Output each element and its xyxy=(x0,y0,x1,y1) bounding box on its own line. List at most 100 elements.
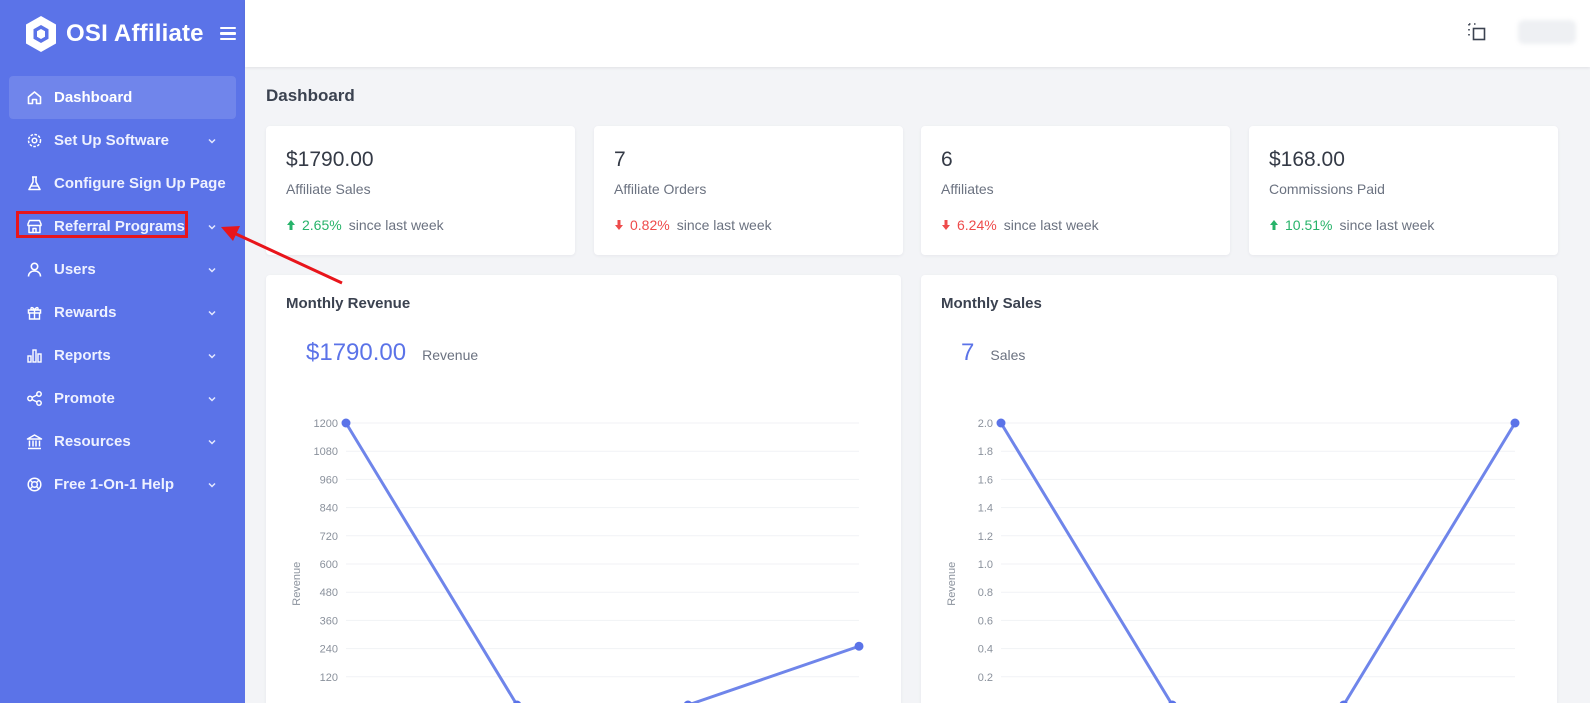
stat-value: 7 xyxy=(614,148,626,171)
logo-icon xyxy=(26,15,56,52)
stat-change-suffix: since last week xyxy=(1339,217,1435,233)
sidebar-item-rewards[interactable]: Rewards xyxy=(9,291,236,334)
sidebar-item-label: Referral Programs xyxy=(54,218,185,235)
sidebar-item-users[interactable]: Users xyxy=(9,248,236,291)
stat-label: Affiliates xyxy=(941,181,994,197)
hamburger-icon xyxy=(219,26,236,29)
gift-icon xyxy=(26,304,43,321)
chart-summary: $1790.00 Revenue xyxy=(306,339,478,367)
chevron-down-icon[interactable] xyxy=(207,351,217,361)
stat-card: 7 Affiliate Orders 0.82% since last week xyxy=(594,126,903,255)
y-tick-label: 0.4 xyxy=(978,644,993,656)
user-icon xyxy=(26,261,43,278)
summary-label: Sales xyxy=(990,347,1026,363)
series-line xyxy=(344,422,860,703)
chart-title: Monthly Sales xyxy=(941,295,1042,312)
stat-label: Affiliate Sales xyxy=(286,181,371,197)
brand[interactable]: OSI Affiliate xyxy=(0,0,245,67)
y-tick-label: 720 xyxy=(320,531,338,543)
chevron-down-icon[interactable] xyxy=(207,265,217,275)
chevron-down-icon[interactable] xyxy=(207,437,217,447)
stat-change-percent: 10.51% xyxy=(1285,217,1333,233)
sidebar-item-free-1-on-1-help[interactable]: Free 1-On-1 Help xyxy=(9,463,236,506)
stat-change: 6.24% since last week xyxy=(941,217,1210,233)
sidebar-item-promote[interactable]: Promote xyxy=(9,377,236,420)
stat-change-percent: 6.24% xyxy=(957,217,997,233)
stat-value: $1790.00 xyxy=(286,148,374,171)
sidebar-item-label: Promote xyxy=(54,390,115,407)
series-line xyxy=(999,422,1517,703)
summary-value: $1790.00 xyxy=(306,339,407,366)
data-point[interactable] xyxy=(996,418,1006,428)
data-point[interactable] xyxy=(512,700,522,703)
y-tick-label: 480 xyxy=(320,587,338,599)
data-point[interactable] xyxy=(1510,418,1520,428)
data-point[interactable] xyxy=(1168,700,1177,703)
y-tick-label: 240 xyxy=(320,644,338,656)
y-tick-label: 2.0 xyxy=(978,418,993,430)
stat-change: 0.82% since last week xyxy=(614,217,883,233)
lifebuoy-icon xyxy=(26,476,43,493)
arrow-up-icon xyxy=(1270,220,1278,230)
data-point[interactable] xyxy=(683,700,693,703)
chevron-down-icon[interactable] xyxy=(207,136,217,146)
data-point[interactable] xyxy=(1339,700,1348,703)
fullscreen-icon[interactable] xyxy=(1467,22,1487,42)
sidebar-item-referral-programs[interactable]: Referral Programs xyxy=(9,205,236,248)
y-tick-label: 960 xyxy=(320,474,338,486)
stat-change-suffix: since last week xyxy=(676,217,772,233)
y-tick-label: 1.8 xyxy=(978,446,993,458)
home-icon xyxy=(26,89,43,106)
sidebar-item-configure-sign-up-page[interactable]: Configure Sign Up Page xyxy=(9,162,236,205)
y-tick-label: 0.6 xyxy=(978,615,993,627)
y-tick-label: 120 xyxy=(320,672,338,684)
stat-change-percent: 0.82% xyxy=(630,217,670,233)
stat-card: $168.00 Commissions Paid 10.51% since last … xyxy=(1249,126,1558,255)
chevron-down-icon[interactable] xyxy=(207,394,217,404)
sales-line-chart: 2.0 1.8 1.6 1.4 1.2 1.0 0.8 0.6 0.4 0.2 Revenue xyxy=(946,418,1520,703)
stat-change-percent: 2.65% xyxy=(302,217,342,233)
y-tick-label: 360 xyxy=(320,615,338,627)
sidebar-item-reports[interactable]: Reports xyxy=(9,334,236,377)
y-tick-label: 1.2 xyxy=(978,531,993,543)
sidebar-item-label: Users xyxy=(54,261,96,278)
chevron-down-icon[interactable] xyxy=(207,308,217,318)
topbar xyxy=(245,0,1590,67)
data-point[interactable] xyxy=(341,418,351,428)
chevron-down-icon[interactable] xyxy=(207,480,217,490)
data-point[interactable] xyxy=(854,641,864,651)
y-axis-label: Revenue xyxy=(946,562,958,606)
sidebar-item-dashboard[interactable]: Dashboard xyxy=(9,76,236,119)
sidebar-item-label: Reports xyxy=(54,347,111,364)
summary-label: Revenue xyxy=(422,347,479,363)
sidebar-item-label: Rewards xyxy=(54,304,117,321)
monthly-revenue-card: Monthly Revenue $1790.00 Revenue 1200 108… xyxy=(266,275,901,703)
y-tick-label: 0.8 xyxy=(978,587,993,599)
flask-icon xyxy=(26,175,43,192)
stat-change-suffix: since last week xyxy=(1003,217,1099,233)
menu-toggle-button[interactable] xyxy=(219,26,236,41)
stat-value: 6 xyxy=(941,148,953,171)
y-tick-label: 1080 xyxy=(314,446,338,458)
sidebar-item-resources[interactable]: Resources xyxy=(9,420,236,463)
y-tick-label: 1.0 xyxy=(978,559,993,571)
stat-label: Affiliate Orders xyxy=(614,181,707,197)
page-title: Dashboard xyxy=(266,86,355,105)
arrow-down-icon xyxy=(615,220,623,230)
sidebar-item-label: Configure Sign Up Page xyxy=(54,175,226,192)
sidebar-item-label: Resources xyxy=(54,433,131,450)
share-icon xyxy=(26,390,43,407)
stat-label: Commissions Paid xyxy=(1269,181,1385,197)
stat-change-suffix: since last week xyxy=(348,217,444,233)
y-tick-label: 600 xyxy=(320,559,338,571)
sidebar-nav: Dashboard Set Up Software Configure Sign U… xyxy=(0,76,245,506)
stat-change: 2.65% since last week xyxy=(286,217,555,233)
sidebar-item-label: Dashboard xyxy=(54,89,133,106)
user-menu[interactable] xyxy=(1518,20,1576,44)
chevron-down-icon[interactable] xyxy=(207,222,217,232)
chart-title: Monthly Revenue xyxy=(286,295,411,312)
chart-summary: 7 Sales xyxy=(961,339,1025,367)
y-tick-label: 1.4 xyxy=(978,503,993,515)
revenue-line-chart: 1200 1080 960 840 720 600 480 360 240 120 Revenue xyxy=(291,418,864,703)
sidebar-item-set-up-software[interactable]: Set Up Software xyxy=(9,119,236,162)
